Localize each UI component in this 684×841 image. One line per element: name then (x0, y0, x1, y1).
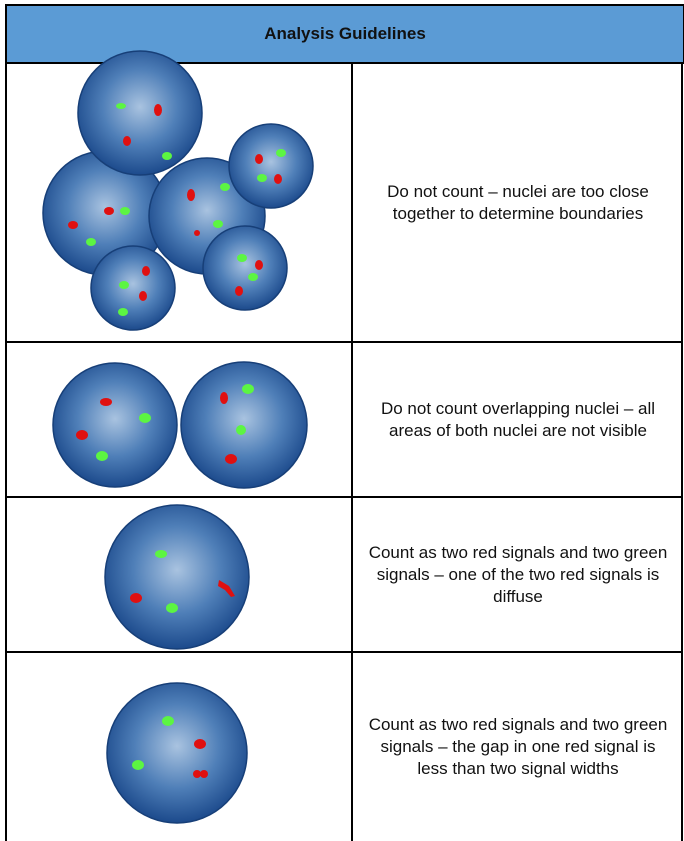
border (5, 341, 683, 343)
nuclei-illustrations (42, 50, 314, 824)
border (5, 651, 683, 653)
border (5, 496, 683, 498)
row-description: Do not count overlapping nuclei – all ar… (380, 398, 656, 440)
border (681, 62, 683, 841)
row-description: Do not count – nuclei are too close toge… (387, 181, 649, 223)
row-description: Count as two red signals and two green s… (368, 715, 668, 778)
border (5, 62, 7, 841)
border (351, 62, 353, 841)
table-header: Analysis Guidelines (5, 4, 684, 64)
row-description: Count as two red signals and two green s… (368, 542, 668, 606)
